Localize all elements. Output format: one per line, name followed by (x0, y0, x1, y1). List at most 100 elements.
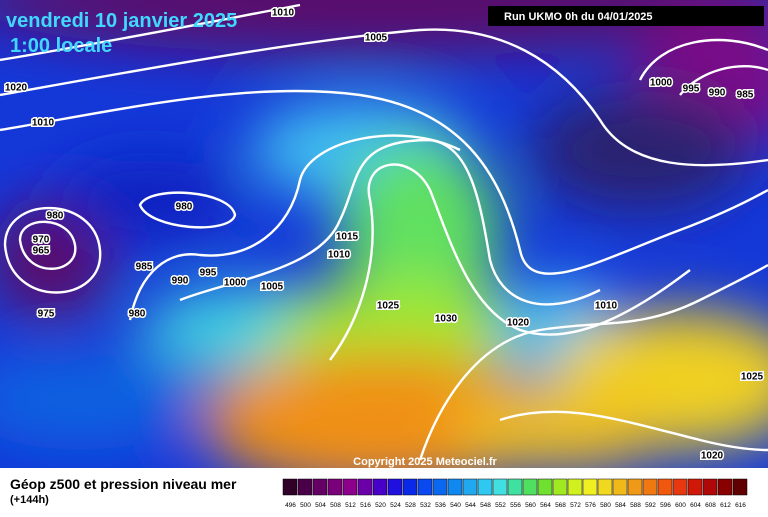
scale-swatch (702, 478, 718, 496)
scale-label: 588 (630, 502, 641, 509)
scale-swatch (672, 478, 688, 496)
scale-swatch (687, 478, 703, 496)
scale-label: 500 (300, 502, 311, 509)
footer-title: Géop z500 et pression niveau mer (10, 476, 237, 492)
scale-swatch (522, 478, 538, 496)
scale-swatch (387, 478, 403, 496)
isobar-label: 980 (129, 309, 146, 320)
scale-label: 592 (645, 502, 656, 509)
isobar-label: 995 (683, 84, 700, 95)
isobar-label: 990 (172, 276, 189, 287)
scale-swatch (402, 478, 418, 496)
scale-swatch (537, 478, 553, 496)
scale-label: 524 (390, 502, 401, 509)
scale-swatch (462, 478, 478, 496)
scale-swatch (597, 478, 613, 496)
footer-lead: (+144h) (10, 494, 49, 506)
isobar-label: 965 (33, 246, 50, 257)
scale-label: 600 (675, 502, 686, 509)
scale-label: 512 (345, 502, 356, 509)
scale-swatch (342, 478, 358, 496)
run-info: Run UKMO 0h du 04/01/2025 (504, 11, 653, 23)
scale-label: 536 (435, 502, 446, 509)
copyright: Copyright 2025 Meteociel.fr (353, 456, 497, 468)
scale-swatch (582, 478, 598, 496)
scale-swatch (657, 478, 673, 496)
scale-swatch (717, 478, 733, 496)
scale-swatch (492, 478, 508, 496)
scale-label: 580 (600, 502, 611, 509)
color-scale: 496 500 504 508 512 516 520 524 528 532 536 540 544 5… (282, 478, 748, 509)
scale-label: 556 (510, 502, 521, 509)
isobar-label: 1020 (5, 83, 28, 94)
isobar-label: 1025 (741, 372, 764, 383)
scale-swatch (567, 478, 583, 496)
scale-swatch (552, 478, 568, 496)
scale-label: 608 (705, 502, 716, 509)
isobar-label: 980 (47, 211, 64, 222)
isobar-label: 1025 (377, 301, 400, 312)
scale-label: 560 (525, 502, 536, 509)
scale-swatch (297, 478, 313, 496)
isobar-label: 1020 (507, 318, 530, 329)
scale-label: 516 (360, 502, 371, 509)
scale-swatch (612, 478, 628, 496)
scale-label: 564 (540, 502, 551, 509)
isobar-label: 1010 (328, 250, 351, 261)
isobar-label: 995 (200, 268, 217, 279)
isobar-label: 1000 (224, 278, 247, 289)
scale-swatch (447, 478, 463, 496)
scale-label: 568 (555, 502, 566, 509)
scale-label: 548 (480, 502, 491, 509)
scale-label: 576 (585, 502, 596, 509)
scale-swatch (372, 478, 388, 496)
scale-label: 540 (450, 502, 461, 509)
isobar-label: 980 (176, 202, 193, 213)
scale-label: 596 (660, 502, 671, 509)
isobar-label: 1015 (336, 232, 359, 243)
scale-label: 532 (420, 502, 431, 509)
scale-label: 612 (720, 502, 731, 509)
isobar-label: 975 (38, 309, 55, 320)
isobar-label: 1010 (32, 118, 55, 129)
scale-label: 572 (570, 502, 581, 509)
isobar-label: 1005 (261, 282, 284, 293)
scale-label: 552 (495, 502, 506, 509)
scale-swatch (432, 478, 448, 496)
scale-swatch (327, 478, 343, 496)
scale-label: 520 (375, 502, 386, 509)
isobar-label: 1010 (272, 8, 295, 19)
scale-label: 496 (285, 502, 296, 509)
scale-label: 504 (315, 502, 326, 509)
isobar-label: 985 (136, 262, 153, 273)
scale-label: 508 (330, 502, 341, 509)
isobar-label: 1005 (365, 33, 388, 44)
isobar-label: 990 (709, 88, 726, 99)
scale-label: 604 (690, 502, 701, 509)
scale-swatch (627, 478, 643, 496)
map-field (0, 0, 768, 468)
scale-swatch (417, 478, 433, 496)
scale-label: 528 (405, 502, 416, 509)
isobar-label: 1030 (435, 314, 458, 325)
scale-label: 616 (735, 502, 746, 509)
time: 1:00 locale (10, 35, 112, 57)
scale-label: 544 (465, 502, 476, 509)
isobar-label: 970 (33, 235, 50, 246)
scale-swatch (312, 478, 328, 496)
scale-swatch (282, 478, 298, 496)
scale-swatch (477, 478, 493, 496)
scale-swatch (732, 478, 748, 496)
scale-swatch (507, 478, 523, 496)
scale-swatch (357, 478, 373, 496)
scale-label: 584 (615, 502, 626, 509)
isobar-label: 985 (737, 90, 754, 101)
isobar-label: 1020 (701, 451, 724, 462)
run-box (488, 6, 764, 26)
scale-swatch (642, 478, 658, 496)
isobar-label: 1000 (650, 78, 673, 89)
date: vendredi 10 janvier 2025 (6, 10, 237, 32)
isobar-label: 1010 (595, 301, 618, 312)
